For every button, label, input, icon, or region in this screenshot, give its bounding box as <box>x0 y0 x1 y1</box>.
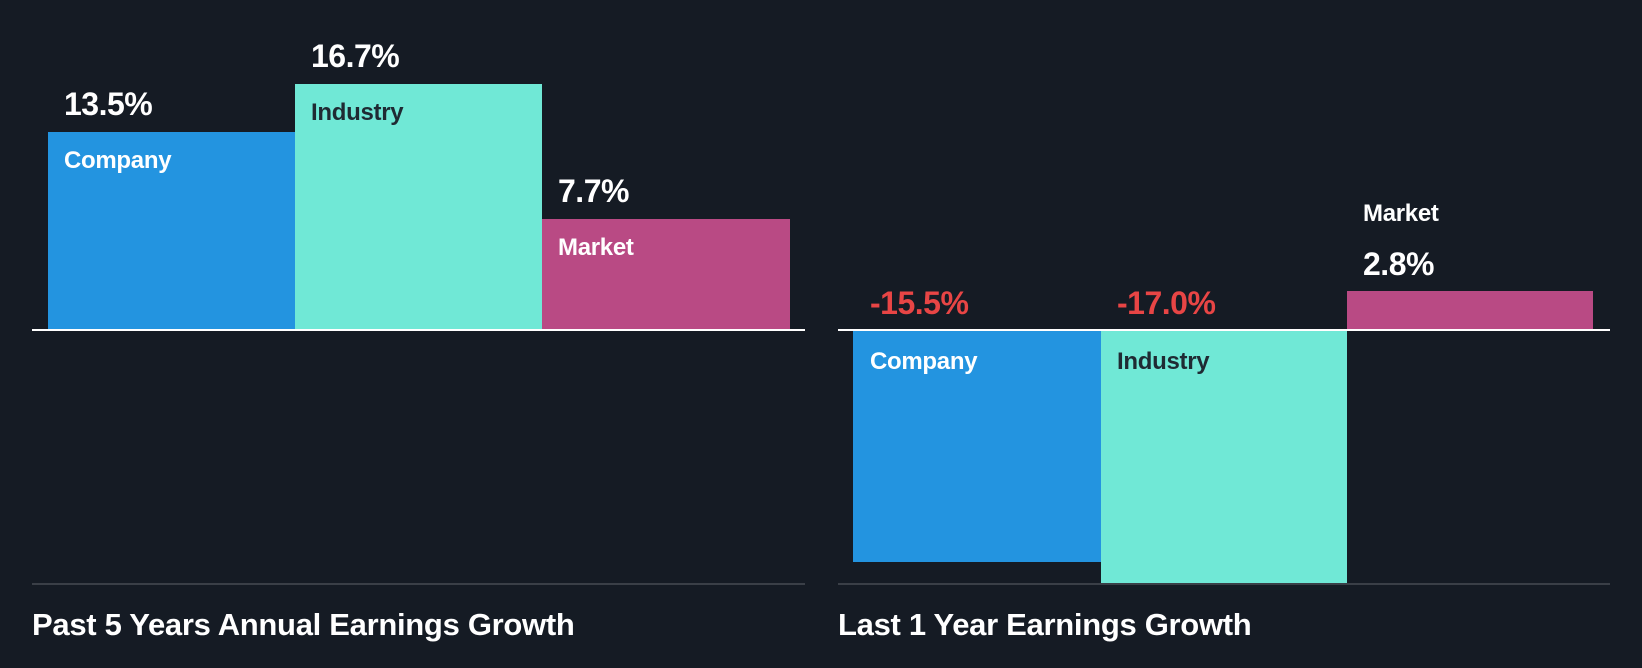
zero-axis-line <box>32 329 805 331</box>
value-company: -15.5% <box>870 285 969 321</box>
value-industry: -17.0% <box>1117 285 1216 321</box>
zero-axis-line <box>838 329 1610 331</box>
bar-industry <box>295 84 542 330</box>
value-market: 2.8% <box>1363 246 1434 282</box>
chart-title: Past 5 Years Annual Earnings Growth <box>32 607 575 642</box>
bar-market <box>1347 291 1593 330</box>
chart-baseline <box>838 583 1610 585</box>
value-industry: 16.7% <box>311 38 400 74</box>
bar-company <box>853 331 1101 562</box>
label-company: Company <box>64 147 172 174</box>
label-market: Market <box>558 234 634 261</box>
label-industry: Industry <box>311 99 404 126</box>
chart-title: Last 1 Year Earnings Growth <box>838 607 1252 642</box>
label-industry: Industry <box>1117 348 1210 375</box>
value-company: 13.5% <box>64 86 153 122</box>
value-market: 7.7% <box>558 173 629 209</box>
bar-market <box>542 219 790 330</box>
bar-industry <box>1101 331 1347 583</box>
label-company: Company <box>870 348 978 375</box>
label-market: Market <box>1363 200 1439 227</box>
bar-company <box>48 132 295 330</box>
chart-baseline <box>32 583 805 585</box>
